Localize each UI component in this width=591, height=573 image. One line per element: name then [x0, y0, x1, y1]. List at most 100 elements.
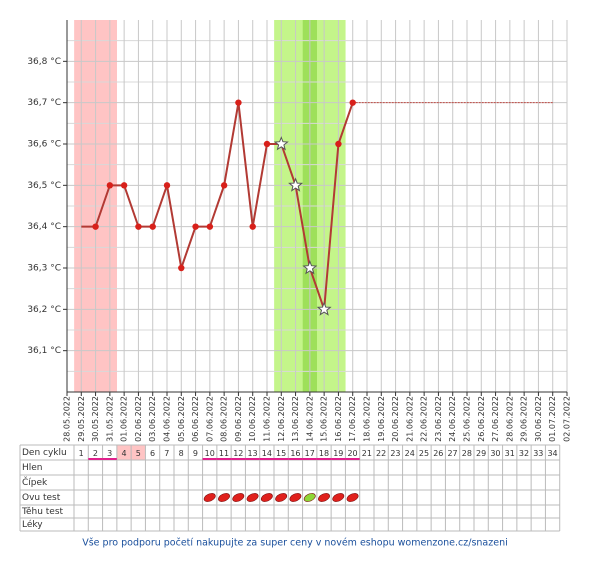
y-tick-label: 36,8 °C: [27, 57, 61, 67]
temperature-point: [163, 182, 171, 189]
cycle-day: 25: [419, 449, 429, 458]
row-label: Ovu test: [22, 493, 61, 503]
x-tick-label: 01.07.2022: [548, 396, 557, 442]
highlight-cell: [131, 445, 146, 460]
x-tick-label: 31.05.2022: [105, 396, 114, 442]
y-tick-label: 36,7 °C: [27, 98, 61, 108]
y-tick-label: 36,6 °C: [27, 140, 61, 150]
temperature-point: [263, 140, 271, 148]
x-tick-label: 29.05.2022: [77, 396, 86, 442]
cycle-day: 3: [107, 449, 112, 458]
x-tick-label: 10.06.2022: [248, 396, 257, 442]
ovu-test-icon: [289, 493, 302, 502]
ovu-test-icon: [260, 493, 273, 502]
cycle-day: 6: [150, 449, 155, 458]
cycle-day: 23: [390, 449, 400, 458]
temperature-point: [149, 223, 156, 230]
ovu-test-icon: [303, 493, 316, 502]
cycle-day: 10: [205, 449, 215, 458]
cycle-day: 14: [262, 449, 272, 458]
x-tick-label: 07.06.2022: [205, 396, 214, 442]
x-tick-label: 26.06.2022: [477, 396, 486, 442]
y-tick-label: 36,2 °C: [27, 305, 61, 315]
x-tick-label: 25.06.2022: [463, 396, 472, 442]
x-tick-label: 09.06.2022: [234, 396, 243, 442]
y-tick-label: 36,5 °C: [27, 181, 61, 191]
ovu-test-icon: [318, 493, 330, 502]
cycle-day: 29: [476, 449, 486, 458]
cycle-day: 7: [164, 449, 169, 458]
cycle-day: 19: [333, 449, 343, 458]
cycle-day: 5: [136, 449, 141, 458]
temperature-point: [206, 223, 214, 230]
row-label: Den cyklu: [22, 448, 67, 458]
ovu-test-icon: [218, 493, 230, 502]
x-tick-label: 23.06.2022: [434, 396, 443, 442]
x-tick-label: 03.06.2022: [148, 396, 157, 442]
cycle-day: 15: [276, 449, 286, 458]
temperature-point: [92, 223, 99, 230]
x-tick-label: 18.06.2022: [363, 396, 372, 442]
x-tick-label: 29.06.2022: [520, 396, 529, 442]
cycle-day: 11: [219, 449, 229, 458]
y-tick-label: 36,1 °C: [27, 346, 61, 356]
cycle-day: 32: [519, 449, 529, 458]
ovu-test-icon: [332, 493, 345, 502]
cycle-day: 26: [433, 449, 443, 458]
temperature-star: [288, 177, 304, 192]
temperature-point: [178, 264, 185, 272]
x-tick-label: 14.06.2022: [305, 396, 314, 442]
ovu-test-icon: [232, 493, 245, 502]
temperature-point: [249, 223, 256, 230]
x-tick-label: 21.06.2022: [405, 396, 414, 442]
ovu-test-icon: [346, 493, 359, 502]
x-tick-label: 08.06.2022: [220, 396, 229, 442]
temperature-point: [235, 99, 242, 106]
cycle-day: 34: [547, 449, 557, 458]
temperature-point: [120, 182, 128, 189]
x-tick-label: 20.06.2022: [391, 396, 400, 442]
cycle-day: 9: [193, 449, 198, 458]
x-tick-label: 28.05.2022: [63, 396, 72, 442]
x-tick-label: 19.06.2022: [377, 396, 386, 442]
x-tick-label: 02.06.2022: [134, 396, 143, 442]
cycle-day: 18: [319, 449, 329, 458]
x-tick-label: 28.06.2022: [505, 396, 514, 442]
cycle-day: 8: [179, 449, 184, 458]
row-label: Hlen: [22, 463, 43, 473]
row-label: Čípek: [22, 476, 48, 488]
cycle-day: 24: [405, 449, 415, 458]
temperature-star: [316, 301, 332, 316]
cycle-day: 17: [305, 449, 315, 458]
footer-link[interactable]: Vše pro podporu početí nakupujte za supe…: [82, 538, 508, 549]
cycle-day: 22: [376, 449, 386, 458]
x-tick-label: 15.06.2022: [320, 396, 329, 442]
cycle-day: 20: [347, 449, 357, 458]
temperature-point: [192, 223, 199, 230]
temperature-line: [81, 102, 354, 310]
y-tick-label: 36,3 °C: [27, 264, 61, 274]
cycle-day: 27: [447, 449, 457, 458]
temperature-star: [302, 260, 318, 275]
cycle-day: 33: [533, 449, 543, 458]
cycle-day: 28: [462, 449, 472, 458]
x-tick-label: 22.06.2022: [420, 396, 429, 442]
cycle-day: 12: [233, 449, 243, 458]
cycle-day: 31: [505, 449, 515, 458]
temperature-point: [220, 182, 228, 189]
x-tick-label: 06.06.2022: [191, 396, 200, 442]
x-tick-label: 30.05.2022: [91, 396, 100, 442]
temperature-point: [349, 99, 356, 106]
cycle-day: 16: [290, 449, 300, 458]
temperature-point: [106, 182, 114, 189]
ovu-test-icon: [203, 493, 216, 502]
ovu-test-icon: [246, 493, 259, 502]
x-tick-label: 13.06.2022: [291, 396, 300, 442]
cycle-day: 13: [247, 449, 257, 458]
x-tick-label: 17.06.2022: [348, 396, 357, 442]
y-tick-label: 36,4 °C: [27, 222, 61, 232]
cycle-day: 30: [490, 449, 500, 458]
temperature-point: [335, 140, 342, 148]
x-tick-label: 04.06.2022: [163, 396, 172, 442]
